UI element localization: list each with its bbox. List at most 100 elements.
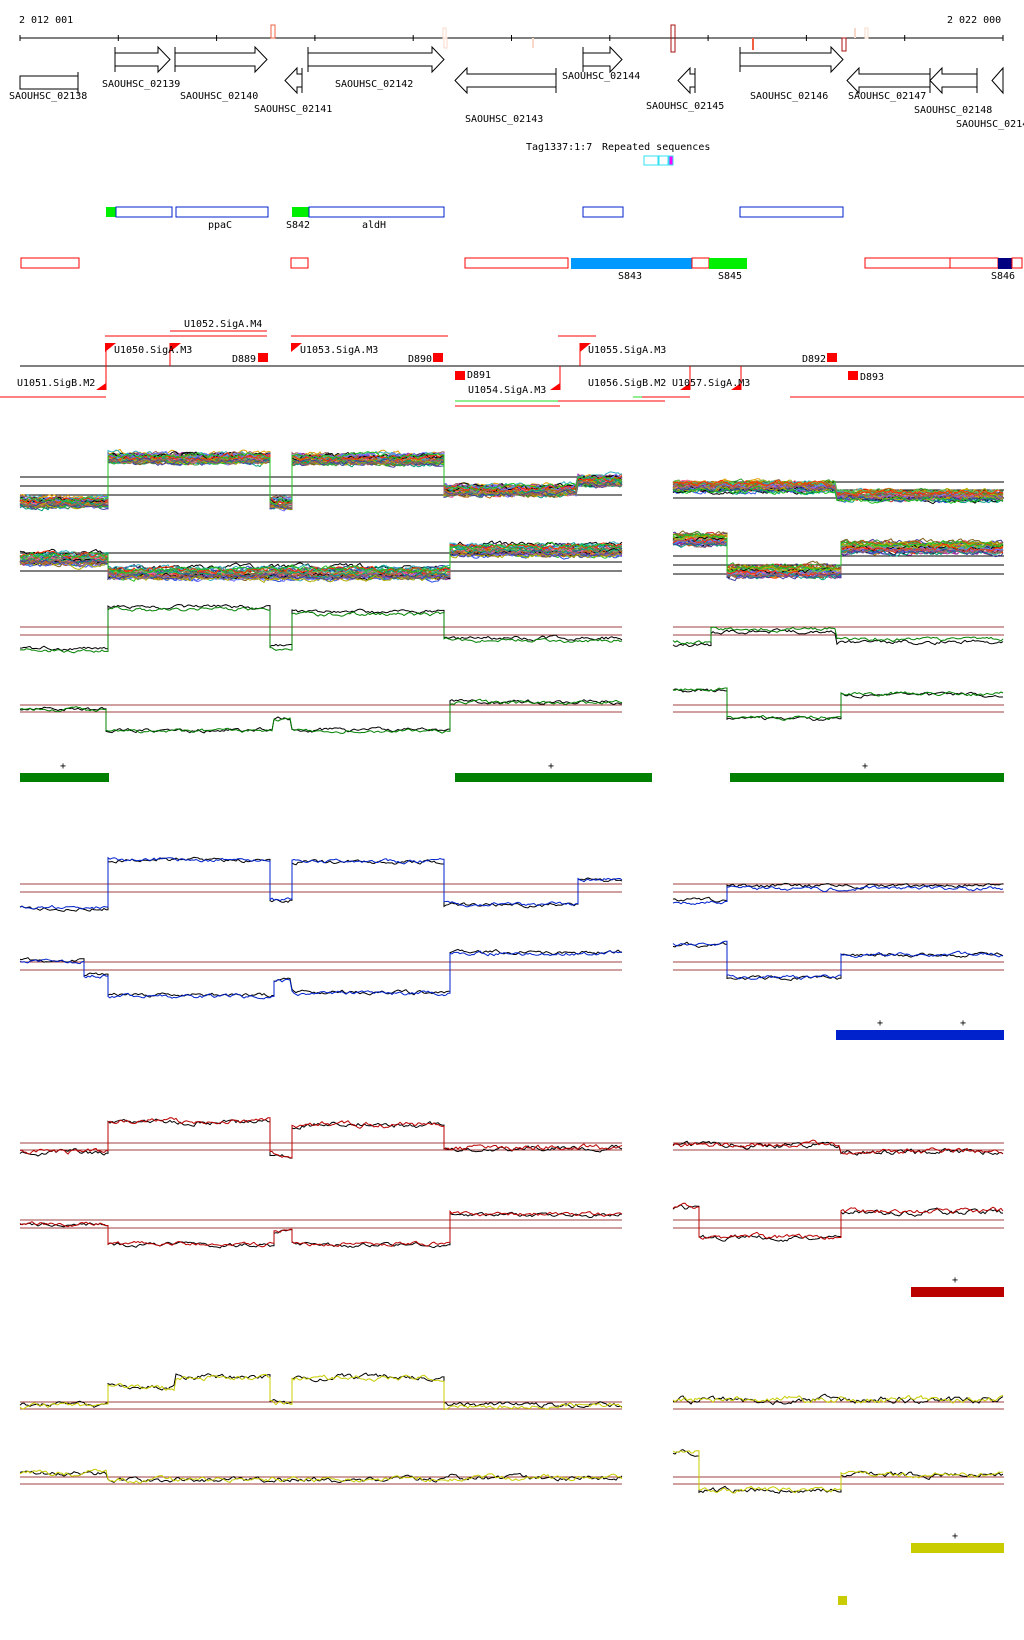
feature-box-S843[interactable] bbox=[571, 258, 692, 269]
expression-trace bbox=[672, 628, 1004, 648]
expression-trace bbox=[19, 1117, 623, 1159]
green-condition-bar[interactable] bbox=[20, 773, 109, 782]
repeat-box[interactable] bbox=[658, 155, 669, 166]
gene-arrow[interactable] bbox=[582, 45, 623, 74]
blue-condition-bar[interactable] bbox=[836, 1030, 1004, 1040]
feature-box[interactable] bbox=[106, 207, 116, 217]
gene-label[interactable]: SAOUHSC_02145 bbox=[646, 101, 724, 112]
repeat-track: Tag1337:1:7 Repeated sequences bbox=[526, 142, 710, 166]
feature-box[interactable] bbox=[739, 206, 844, 218]
feature-row-2: S843 S845 S846 bbox=[20, 257, 1023, 282]
promoter-label[interactable]: U1050.SigA.M3 bbox=[114, 345, 192, 356]
expression-trace bbox=[19, 547, 623, 581]
gene-label[interactable]: SAOUHSC_02141 bbox=[254, 104, 332, 115]
gene-arrow[interactable] bbox=[929, 66, 978, 95]
gene-label[interactable]: SAOUHSC_02146 bbox=[750, 91, 828, 102]
expression-trace bbox=[672, 1140, 1004, 1156]
expression-trace bbox=[19, 541, 623, 574]
gene-label[interactable]: SAOUHSC_02143 bbox=[465, 114, 543, 125]
promoter-label[interactable]: U1051.SigB.M2 bbox=[17, 378, 95, 389]
expression-trace bbox=[672, 882, 1004, 903]
gene-arrow[interactable] bbox=[739, 45, 844, 74]
feature-box[interactable] bbox=[864, 257, 951, 269]
expression-trace bbox=[19, 948, 623, 998]
promoter-label[interactable]: U1053.SigA.M3 bbox=[300, 345, 378, 356]
gene-arrow[interactable] bbox=[991, 66, 1004, 95]
expression-trace bbox=[672, 1449, 1004, 1494]
green-condition-bar[interactable] bbox=[455, 773, 652, 782]
expression-trace bbox=[19, 1211, 623, 1249]
expression-trace bbox=[19, 603, 623, 651]
green-condition-bar[interactable] bbox=[730, 773, 1004, 782]
feature-box[interactable] bbox=[464, 257, 569, 269]
gene-arrow[interactable] bbox=[307, 45, 445, 74]
scale-start-label: 2 012 001 bbox=[19, 15, 73, 26]
gene-label[interactable]: SAOUHSC_02147 bbox=[848, 91, 926, 102]
gene-arrow[interactable] bbox=[114, 45, 171, 74]
gene-label[interactable]: SAOUHSC_02139 bbox=[102, 79, 180, 90]
plus-mark: + bbox=[60, 761, 66, 772]
promoter-label[interactable]: U1054.SigA.M3 bbox=[468, 385, 546, 396]
repeat-box[interactable] bbox=[643, 155, 659, 166]
expression-trace bbox=[672, 1139, 1004, 1155]
gene-label[interactable]: SAOUHSC_02144 bbox=[562, 71, 640, 82]
promoter-label[interactable]: U1052.SigA.M4 bbox=[184, 319, 262, 330]
gene-label[interactable]: SAOUHSC_0214 bbox=[956, 119, 1024, 130]
feature-box-S846[interactable] bbox=[998, 258, 1012, 269]
plus-mark: + bbox=[960, 1018, 966, 1029]
feature-label-S846: S846 bbox=[991, 271, 1015, 282]
gene-arrow[interactable] bbox=[846, 66, 931, 95]
repeat-box[interactable] bbox=[668, 155, 674, 166]
feature-label-S843: S843 bbox=[618, 271, 642, 282]
gene-arrow[interactable] bbox=[19, 72, 79, 94]
feature-box-aldH[interactable] bbox=[308, 206, 445, 218]
expression-trace bbox=[19, 1468, 623, 1485]
feature-label-S845: S845 bbox=[718, 271, 742, 282]
promoter-label[interactable]: U1055.SigA.M3 bbox=[588, 345, 666, 356]
expression-trace bbox=[672, 626, 1004, 645]
terminator-label[interactable]: D892 bbox=[802, 354, 826, 365]
feature-box[interactable] bbox=[949, 257, 999, 269]
feature-box[interactable] bbox=[1011, 257, 1023, 269]
terminator-label[interactable]: D893 bbox=[860, 372, 884, 383]
gene-label[interactable]: SAOUHSC_02148 bbox=[914, 105, 992, 116]
gene-arrow[interactable] bbox=[454, 66, 557, 95]
condition-bars: + + + + + + + bbox=[20, 761, 1004, 1605]
scale-ruler: 2 012 001 2 022 000 bbox=[19, 15, 1004, 53]
expression-trace bbox=[19, 451, 623, 506]
yellow-condition-bar[interactable] bbox=[911, 1543, 1004, 1553]
repeat-type-label: Repeated sequences bbox=[602, 142, 710, 153]
terminator-label[interactable]: D890 bbox=[408, 354, 432, 365]
feature-box[interactable] bbox=[582, 206, 624, 218]
expression-trace bbox=[19, 452, 623, 505]
expression-plots bbox=[19, 448, 1004, 1494]
expression-trace bbox=[19, 950, 623, 1000]
plus-mark: + bbox=[548, 761, 554, 772]
expression-trace bbox=[672, 941, 1004, 982]
expression-trace bbox=[672, 940, 1004, 980]
feature-box[interactable] bbox=[691, 257, 710, 269]
gene-arrow[interactable] bbox=[284, 66, 303, 95]
feature-box-ppaC[interactable] bbox=[175, 206, 269, 218]
feature-box[interactable] bbox=[20, 257, 80, 269]
gene-label[interactable]: SAOUHSC_02140 bbox=[180, 91, 258, 102]
expression-trace bbox=[672, 1204, 1004, 1242]
gene-arrow[interactable] bbox=[677, 66, 696, 95]
gene-label[interactable]: SAOUHSC_02142 bbox=[335, 79, 413, 90]
promoter-label[interactable]: U1057.SigA.M3 bbox=[672, 378, 750, 389]
regulatory-track: U1050.SigA.M3 U1052.SigA.M4 U1051.SigB.M… bbox=[0, 319, 1024, 407]
expression-trace bbox=[672, 1202, 1004, 1240]
expression-trace bbox=[19, 547, 623, 579]
terminator-label[interactable]: D891 bbox=[467, 370, 491, 381]
red-condition-bar[interactable] bbox=[911, 1287, 1004, 1297]
yellow-marker bbox=[838, 1596, 847, 1605]
gene-label[interactable]: SAOUHSC_02138 bbox=[9, 91, 87, 102]
promoter-label[interactable]: U1056.SigB.M2 bbox=[588, 378, 666, 389]
feature-box-S845[interactable] bbox=[709, 258, 747, 269]
feature-box-S842[interactable] bbox=[292, 207, 309, 217]
terminator-label[interactable]: D889 bbox=[232, 354, 256, 365]
feature-box[interactable] bbox=[290, 257, 309, 269]
feature-box[interactable] bbox=[115, 206, 173, 218]
expression-trace bbox=[672, 1393, 1004, 1406]
gene-arrow[interactable] bbox=[174, 45, 268, 74]
